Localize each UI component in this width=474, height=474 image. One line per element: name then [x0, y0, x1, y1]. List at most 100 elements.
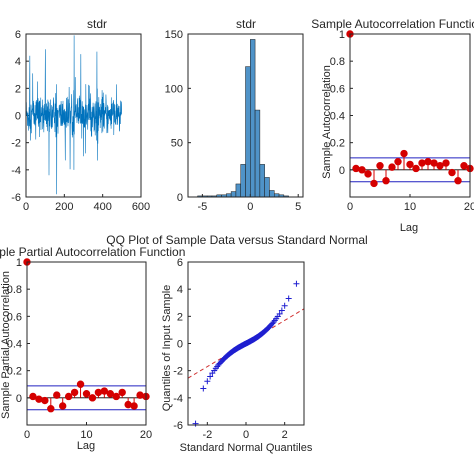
- p3-stem-marker: [406, 160, 414, 169]
- p3-stem-marker: [352, 164, 360, 173]
- panel-acf: Sample Autocorrelation Function Lag Samp…: [311, 17, 474, 234]
- p1-ytick-label: 2: [15, 83, 21, 95]
- p3-stem-marker: [436, 162, 444, 170]
- p3-stem-marker: [400, 149, 408, 158]
- p5-reference-line: [187, 308, 305, 379]
- p2-bar: [245, 66, 251, 198]
- p2-axes-box: [187, 33, 304, 198]
- p4-xtick-label: 10: [80, 429, 92, 441]
- p1-xtick-label: 600: [132, 201, 150, 213]
- p4-stem-marker: [136, 391, 144, 399]
- p1-xtick-label: 400: [93, 201, 111, 213]
- p3-stem-marker: [364, 170, 372, 178]
- p3-stem-marker: [424, 157, 432, 166]
- p2-bar: [259, 164, 265, 198]
- p4-stem-marker: [76, 380, 85, 388]
- p5-xtick-label: -2: [202, 429, 212, 441]
- p4-ylabel: Sample Partial Autocorrelation: [0, 271, 12, 419]
- p2-ytick-label: 100: [165, 83, 183, 95]
- p5-xtick-label: 2: [282, 429, 288, 441]
- p1-axes-box: [25, 33, 142, 198]
- p5-ytick-label: 2: [177, 311, 183, 323]
- p1-xtick-label: 0: [23, 201, 29, 213]
- p3-ytick-label: 1: [339, 29, 345, 41]
- p1-xtick-label: 200: [55, 201, 73, 213]
- p4-stem-marker: [47, 405, 55, 413]
- p1-ytick-label: 4: [15, 56, 21, 68]
- p4-ytick-label: 0.2: [7, 366, 22, 378]
- p4-axes-box: [26, 261, 147, 426]
- p5-qq-point: [285, 295, 292, 302]
- p4-stem-marker: [82, 390, 91, 398]
- p3-stem-marker: [454, 177, 462, 185]
- p5-ytick-label: -6: [173, 420, 183, 432]
- p3-stem-marker: [394, 157, 402, 166]
- panel-pacf: Sample Partial Autocorrelation Function …: [0, 245, 185, 452]
- p3-stem-marker: [382, 177, 390, 185]
- p5-xtick-label: 0: [243, 429, 249, 441]
- p3-xlabel: Lag: [400, 222, 418, 234]
- p3-ytick-label: 0.6: [330, 83, 345, 95]
- p4-stem-marker: [112, 392, 120, 401]
- p4-stem-marker: [88, 394, 97, 402]
- p5-qq-point: [200, 385, 207, 392]
- p5-qq-point: [192, 420, 199, 427]
- p5-axes-box: [187, 261, 305, 426]
- panel-timeseries: stdr 0 200 400 600 -6 -4 -2 0 2 4 6: [11, 17, 150, 213]
- p5-ytick-label: -2: [173, 366, 183, 378]
- p1-ytick-label: -2: [11, 138, 21, 150]
- p2-bar: [264, 177, 270, 198]
- p4-stem-marker: [64, 392, 73, 401]
- p4-stem-marker: [59, 402, 67, 410]
- p2-ytick-label: 50: [171, 138, 183, 150]
- p2-xtick-label: 0: [247, 201, 253, 213]
- p5-ylabel: Quantiles of Input Sample: [161, 285, 173, 412]
- p4-stem-marker: [130, 402, 138, 410]
- p3-stem-marker: [418, 159, 426, 167]
- p2-bar: [250, 39, 256, 198]
- p4-stem-marker: [70, 388, 79, 397]
- p2-xtick-label: -5: [197, 201, 207, 213]
- p4-stem-marker: [41, 396, 49, 405]
- p4-stem-marker: [124, 400, 132, 409]
- p4-ytick-label: 0.8: [7, 284, 22, 296]
- p4-stem-marker: [94, 388, 103, 397]
- p3-ylabel: Sample Autocorrelation: [321, 65, 333, 179]
- p4-ytick-label: 1: [16, 257, 22, 269]
- p3-ytick-label: 0.8: [330, 56, 345, 68]
- p3-stem-marker: [388, 163, 396, 171]
- p3-axes-box: [349, 33, 471, 198]
- p4-stem-marker: [29, 392, 37, 401]
- p2-title: stdr: [236, 17, 256, 31]
- p2-xtick-label: 5: [295, 201, 301, 213]
- p3-stem-marker: [442, 159, 450, 167]
- p5-qq-point: [293, 280, 300, 287]
- p3-stem-marker: [460, 162, 468, 170]
- p2-bar: [235, 183, 241, 198]
- p1-title: stdr: [87, 17, 107, 31]
- p2-ytick-label: 0: [177, 192, 183, 204]
- p3-ytick-label: 0.4: [330, 111, 345, 123]
- p5-ytick-label: 6: [177, 257, 183, 269]
- p4-title: Sample Partial Autocorrelation Function: [0, 245, 185, 259]
- p1-ytick-label: 0: [15, 111, 21, 123]
- p3-stem-marker: [370, 179, 378, 188]
- p5-qq-point: [207, 373, 214, 380]
- p4-stem-marker: [100, 387, 109, 395]
- p5-qq-point: [281, 302, 288, 309]
- p3-xtick-label: 10: [404, 201, 416, 213]
- p1-ytick-label: -4: [11, 165, 21, 177]
- p3-ytick-label: 0: [339, 165, 345, 177]
- p4-xtick-label: 0: [24, 429, 30, 441]
- p2-bar: [269, 190, 275, 198]
- p5-ytick-label: 0: [177, 339, 183, 351]
- p3-title: Sample Autocorrelation Function: [311, 17, 474, 31]
- p3-stem-marker: [448, 168, 456, 177]
- p5-qq-point: [276, 310, 283, 317]
- p1-ytick-label: 6: [15, 29, 21, 41]
- p4-stem-marker: [53, 391, 61, 399]
- p5-ytick-label: -4: [173, 393, 183, 405]
- p5-title: QQ Plot of Sample Data versus Standard N…: [106, 233, 367, 247]
- p4-ytick-label: 0: [16, 393, 22, 405]
